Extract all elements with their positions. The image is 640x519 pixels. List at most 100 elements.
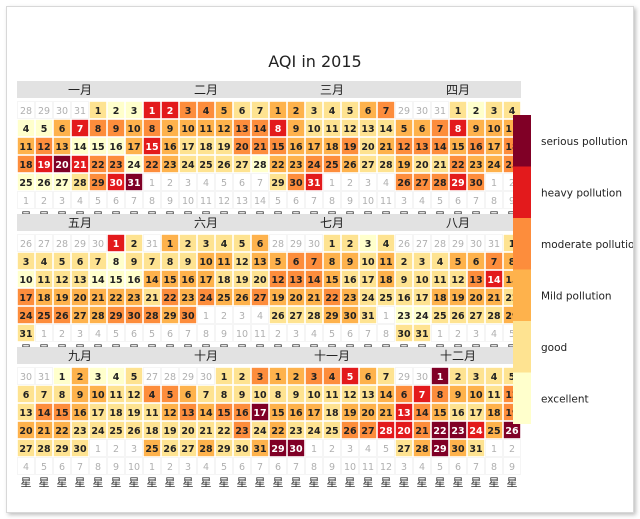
day-number: 23 xyxy=(343,293,356,304)
day-number: 7 xyxy=(491,257,498,268)
day-number: 30 xyxy=(92,239,104,250)
day-number: 3 xyxy=(131,106,138,117)
day-cell xyxy=(17,288,35,306)
day-cell xyxy=(53,403,71,421)
day-number: 7 xyxy=(185,329,191,340)
day-number: 13 xyxy=(361,390,374,401)
day-number: 13 xyxy=(235,124,248,135)
day-cell xyxy=(305,288,323,306)
day-number: 29 xyxy=(217,444,230,455)
day-cell xyxy=(89,288,107,306)
legend-label: good xyxy=(541,342,567,354)
day-number: 6 xyxy=(59,124,66,135)
other-month-day-cell xyxy=(53,101,71,119)
other-month-day-cell xyxy=(179,191,197,209)
day-number: 14 xyxy=(37,408,51,419)
other-month-day-cell xyxy=(359,324,377,342)
day-cell xyxy=(485,119,503,137)
day-cell xyxy=(161,385,179,403)
day-cell xyxy=(197,439,215,457)
day-cell xyxy=(125,173,143,191)
day-number: 10 xyxy=(19,275,33,286)
other-month-day-cell xyxy=(89,439,107,457)
legend-label: heavy pollution xyxy=(541,187,622,199)
day-cell xyxy=(53,137,71,155)
day-number: 22 xyxy=(271,426,284,437)
day-number: 23 xyxy=(127,293,140,304)
day-cell xyxy=(17,155,35,173)
day-cell xyxy=(323,252,341,270)
weekday-label: 星 xyxy=(201,476,212,489)
day-cell xyxy=(215,439,233,457)
day-cell xyxy=(107,270,125,288)
day-number: 31 xyxy=(146,239,158,250)
day-cell xyxy=(143,155,161,173)
day-number: 20 xyxy=(181,426,195,437)
day-number: 29 xyxy=(290,239,302,250)
day-cell xyxy=(485,155,503,173)
day-number: 3 xyxy=(365,239,372,250)
day-number: 5 xyxy=(59,257,66,268)
day-number: 26 xyxy=(271,311,285,322)
day-number: 11 xyxy=(380,196,392,207)
day-number: 11 xyxy=(487,390,500,401)
day-number: 10 xyxy=(361,257,375,268)
other-month-day-cell xyxy=(485,173,503,191)
day-cell xyxy=(179,439,197,457)
day-cell xyxy=(467,306,485,324)
day-number: 31 xyxy=(74,106,86,117)
other-month-day-cell xyxy=(269,324,287,342)
other-month-day-cell xyxy=(215,306,233,324)
other-month-day-cell xyxy=(233,173,251,191)
day-number: 18 xyxy=(325,142,339,153)
day-number: 27 xyxy=(19,444,32,455)
day-number: 25 xyxy=(199,160,212,171)
other-month-day-cell xyxy=(467,457,485,475)
other-month-day-cell xyxy=(395,191,413,209)
day-number: 8 xyxy=(491,196,497,207)
day-cell xyxy=(305,306,323,324)
day-cell xyxy=(287,421,305,439)
day-number: 15 xyxy=(109,275,122,286)
day-cell xyxy=(89,421,107,439)
day-cell xyxy=(341,288,359,306)
day-number: 5 xyxy=(437,196,443,207)
day-number: 3 xyxy=(77,329,83,340)
day-cell xyxy=(287,439,305,457)
other-month-day-cell xyxy=(143,457,161,475)
other-month-day-cell xyxy=(233,457,251,475)
day-number: 7 xyxy=(95,257,102,268)
day-number: 12 xyxy=(127,390,140,401)
other-month-day-cell xyxy=(287,234,305,252)
other-month-day-cell xyxy=(395,234,413,252)
day-number: 11 xyxy=(145,408,158,419)
month-label: 一月 xyxy=(68,83,92,97)
day-cell xyxy=(467,367,485,385)
day-cell xyxy=(107,155,125,173)
day-cell xyxy=(359,403,377,421)
other-month-day-cell xyxy=(413,367,431,385)
day-number: 4 xyxy=(257,311,263,322)
day-cell xyxy=(305,367,323,385)
other-month-day-cell xyxy=(17,101,35,119)
day-number: 19 xyxy=(217,142,230,153)
day-cell xyxy=(71,385,89,403)
day-cell xyxy=(161,306,179,324)
day-number: 12 xyxy=(397,142,410,153)
weekday-label: 星 xyxy=(93,476,104,489)
day-number: 11 xyxy=(433,275,446,286)
month-label: 四月 xyxy=(446,83,470,97)
day-cell xyxy=(287,288,305,306)
day-cell xyxy=(449,306,467,324)
day-number: 29 xyxy=(452,239,464,250)
day-number: 29 xyxy=(55,444,68,455)
other-month-day-cell xyxy=(449,234,467,252)
day-cell xyxy=(431,403,449,421)
other-month-day-cell xyxy=(107,457,125,475)
weekday-label: 星 xyxy=(21,476,32,489)
day-cell xyxy=(17,252,35,270)
day-number: 26 xyxy=(451,311,465,322)
day-cell xyxy=(287,119,305,137)
other-month-day-cell xyxy=(107,324,125,342)
